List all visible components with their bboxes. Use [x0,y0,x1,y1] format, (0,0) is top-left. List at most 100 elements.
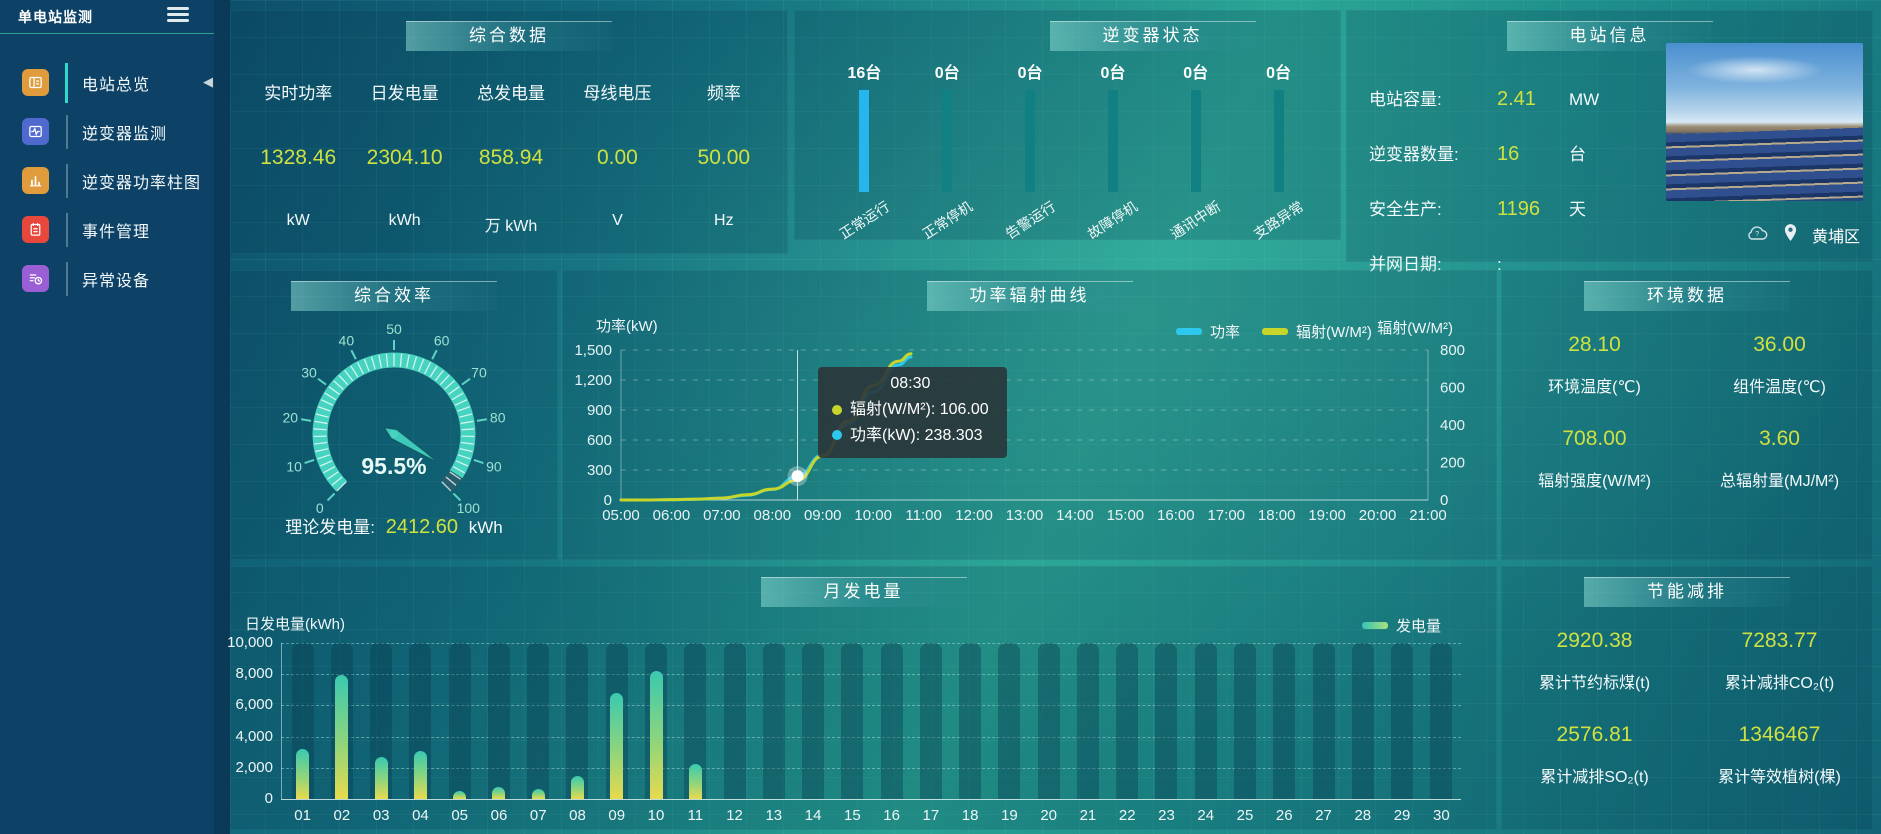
x-tick: 24 [1197,807,1215,824]
metric-unit: V [612,212,623,229]
status-bar [942,90,953,192]
y-tick: 10,000 [227,634,273,651]
sidebar-item-inverter-monitor[interactable]: 逆变器监测 [0,107,214,156]
environment-metrics: 28.10 环境温度(℃) 36.00 组件温度(℃) 708.00 辐射强度(W/M²)… [1502,333,1872,491]
metric-label: 环境温度(℃) [1548,379,1641,396]
y-tick: 0 [264,790,273,807]
status-count: 0台 [934,65,960,82]
y-axis [281,643,282,799]
svg-text:05:00: 05:00 [602,507,640,524]
bar-chart-legend[interactable]: 发电量 [1361,615,1441,636]
svg-text:0: 0 [316,500,324,516]
x-tick: 10 [647,807,665,824]
bar-shadow [1312,643,1335,799]
station-photo [1666,43,1863,201]
x-tick: 17 [922,807,940,824]
bar-15 [833,643,872,799]
svg-text:800: 800 [1440,342,1465,359]
x-tick: 13 [765,807,783,824]
bar-08 [558,643,597,799]
metric-value: 708.00 [1562,427,1627,450]
metric-累计等效植树(棵): 1346467 累计等效植树(棵) [1687,723,1872,787]
summary-metric: 日发电量 2304.10 kWh [351,65,457,236]
power-dot [832,430,842,441]
x-tick: 04 [412,807,429,824]
bar-shadow [919,643,942,799]
status-bar [1025,90,1036,192]
metric-unit: Hz [714,212,734,229]
bar-10 [636,643,675,799]
bar-03 [362,643,401,799]
bar-value [335,674,349,799]
status-count: 0台 [1266,65,1291,82]
sidebar: 单电站监测 电站总览 逆变器监测 [0,0,214,834]
panel-title: 逆变器状态 [1049,21,1256,51]
gridline [281,736,1461,738]
svg-text:10: 10 [286,458,302,474]
sidebar-item-label: 电站总览 [82,76,151,94]
svg-text:?: ? [1755,229,1759,238]
left-axis-name: 功率(kW) [596,318,658,335]
metric-value: 50.00 [697,146,751,169]
menu-toggle-icon[interactable] [167,7,189,24]
svg-text:1,200: 1,200 [574,372,612,389]
bar-27 [1304,643,1343,799]
bar-26 [1265,643,1304,799]
metric-value: 0.00 [596,146,638,169]
metric-label: 辐射强度(W/M²) [1538,473,1651,490]
panel-title: 综合数据 [406,21,612,51]
legend-radiation[interactable]: 辐射(W/M²) [1262,321,1372,342]
bar-shadow [1037,643,1060,799]
bar-value [296,749,310,799]
bar-value [453,791,467,799]
svg-text:19:00: 19:00 [1308,507,1346,524]
bar-shadow [1155,643,1178,799]
metric-label: 总辐射量(MJ/M²) [1719,473,1840,490]
sidebar-item-inverter-power-bars[interactable]: 逆变器功率柱图 [0,156,214,205]
svg-text:14:00: 14:00 [1056,507,1094,524]
safe-production-row: 安全生产: 1196 天 [1369,198,1586,220]
bar-ylabel: 日发电量(kWh) [245,616,345,633]
gridline [281,705,1461,707]
metric-value: 1346467 [1738,723,1821,746]
metric-累计减排CO₂(t): 7283.77 累计减排CO₂(t) [1687,629,1872,693]
svg-text:12:00: 12:00 [955,507,993,524]
svg-text:16:00: 16:00 [1157,507,1195,524]
x-tick: 30 [1432,807,1450,824]
tooltip-radiation-row: 辐射(W/M²): 106.00 [832,397,989,423]
x-tick: 28 [1354,807,1372,824]
metric-label: 实时功率 [264,84,333,103]
panel-title: 节能减排 [1584,577,1790,607]
inverter-status-通讯中断: 0台 通讯中断 [1154,59,1237,242]
collapse-arrow-icon[interactable]: ◀ [203,74,213,89]
sidebar-item-abnormal-devices[interactable]: 异常设备 [0,254,214,303]
bars [283,643,1461,799]
svg-text:90: 90 [486,458,502,474]
grid-date-row: 并网日期: : [1369,255,1502,274]
sidebar-edge [214,0,230,834]
bar-25 [1225,643,1264,799]
x-tick: 06 [490,807,508,824]
svg-text:09:00: 09:00 [804,507,842,524]
x-tick: 01 [294,807,311,824]
sidebar-item-event-management[interactable]: 事件管理 [0,205,214,254]
inverter-status-故障停机: 0台 故障停机 [1071,59,1154,242]
bar-23 [1147,643,1186,799]
sidebar-item-station-overview[interactable]: 电站总览 [0,58,214,107]
status-count: 0台 [1017,65,1043,82]
panel-station-info: 电站信息 电站容量: 2.41 MW 逆变器数量: 16 台 安全生产: 119… [1346,10,1873,274]
bar-value [570,776,584,799]
legend-power[interactable]: 功率 [1176,321,1240,342]
svg-text:200: 200 [1440,455,1465,472]
inverter-status-告警运行: 0台 告警运行 [989,59,1072,242]
svg-text:17:00: 17:00 [1207,507,1245,524]
bar-14 [793,643,832,799]
x-tick: 15 [844,807,861,824]
x-tick: 05 [451,807,469,824]
bar-19 [990,643,1029,799]
panel-title: 月发电量 [760,577,967,607]
legend-swatch [1262,328,1289,335]
x-tick: 20 [1040,807,1058,824]
bar-value [413,750,427,799]
active-indicator [65,62,68,103]
